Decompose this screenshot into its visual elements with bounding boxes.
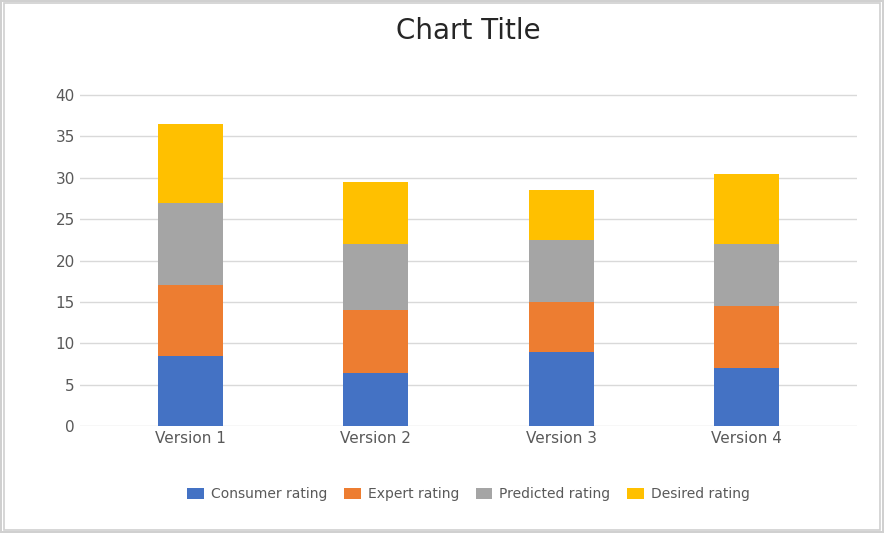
Bar xyxy=(714,368,779,426)
Bar xyxy=(158,124,223,203)
Bar xyxy=(714,244,779,306)
Bar xyxy=(344,373,408,426)
Legend: Consumer rating, Expert rating, Predicted rating, Desired rating: Consumer rating, Expert rating, Predicte… xyxy=(182,482,755,507)
Bar xyxy=(158,356,223,426)
Bar xyxy=(344,182,408,244)
Bar xyxy=(529,240,593,302)
Title: Chart Title: Chart Title xyxy=(396,18,541,45)
Bar xyxy=(714,306,779,368)
Bar xyxy=(158,203,223,286)
Bar xyxy=(529,352,593,426)
Bar xyxy=(714,174,779,244)
Bar xyxy=(529,302,593,352)
Bar xyxy=(158,286,223,356)
Bar xyxy=(344,310,408,373)
Bar xyxy=(529,190,593,240)
Bar xyxy=(344,244,408,310)
